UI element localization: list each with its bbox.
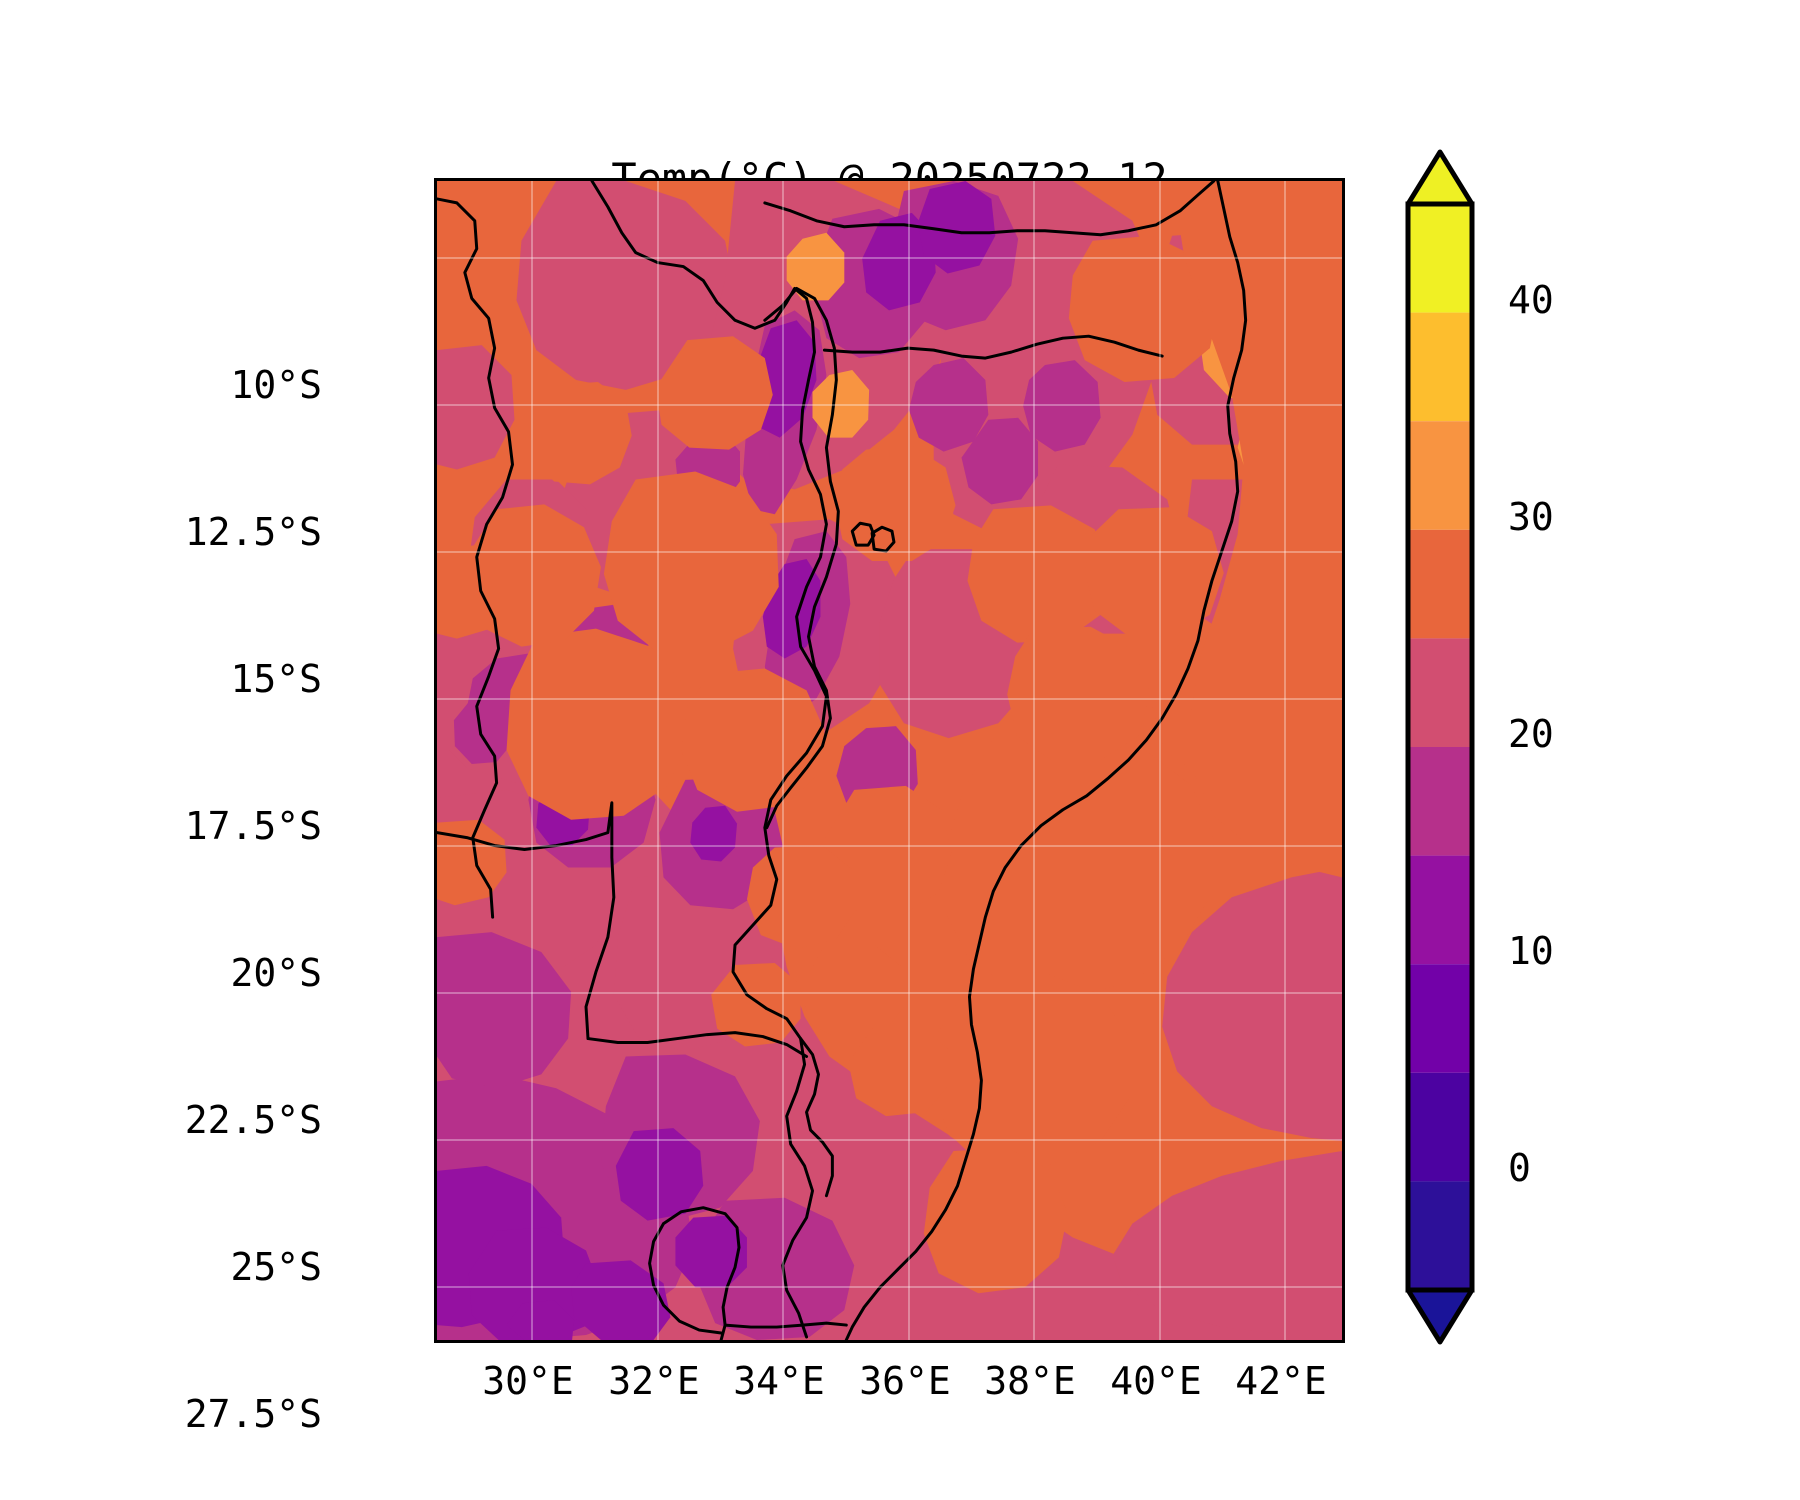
colorbar-band-20-25	[1408, 638, 1472, 747]
colorbar-band-25-30	[1408, 529, 1472, 639]
cb-tick-label-0: 0	[1508, 1146, 1531, 1190]
map-clip	[437, 181, 1342, 1340]
ytick-label-25S: 25°S	[230, 1245, 322, 1289]
colorbar-band-35-40	[1408, 312, 1472, 422]
cb-tick-label-40: 40	[1508, 278, 1554, 322]
map-plot-area[interactable]	[434, 178, 1345, 1343]
cb-tick-label-20: 20	[1508, 712, 1554, 756]
ytick-label-27.5S: 27.5°S	[184, 1392, 322, 1436]
xtick-label-30E: 30°E	[482, 1359, 574, 1403]
ytick-label-20S: 20°S	[230, 951, 322, 995]
colorbar-band-30-35	[1408, 421, 1472, 530]
colorbar-extend-min-arrow	[1405, 1287, 1475, 1345]
colorbar-band-15-20	[1408, 747, 1472, 856]
temperature-contour-map	[437, 181, 1342, 1340]
xtick-label-42E: 42°E	[1235, 1359, 1327, 1403]
xtick-label-32E: 32°E	[608, 1359, 700, 1403]
colorbar[interactable]	[1405, 149, 1475, 1345]
xtick-label-40E: 40°E	[1110, 1359, 1202, 1403]
xtick-label-36E: 36°E	[859, 1359, 951, 1403]
colorbar-band-10-15	[1408, 855, 1472, 965]
colorbar-gradient	[1405, 149, 1475, 1345]
ytick-label-12.5S: 12.5°S	[184, 510, 322, 554]
ytick-label-17.5S: 17.5°S	[184, 804, 322, 848]
colorbar-band-neg5-0	[1408, 1181, 1472, 1290]
colorbar-extend-max-arrow	[1405, 149, 1475, 207]
ytick-label-15S: 15°S	[230, 657, 322, 701]
xtick-label-38E: 38°E	[984, 1359, 1076, 1403]
colorbar-band-5-10	[1408, 964, 1472, 1073]
colorbar-band-40-45	[1408, 204, 1472, 313]
cb-tick-label-30: 30	[1508, 495, 1554, 539]
xtick-label-34E: 34°E	[733, 1359, 825, 1403]
ytick-label-10S: 10°S	[230, 363, 322, 407]
colorbar-band-0-5	[1408, 1072, 1472, 1182]
ytick-label-22.5S: 22.5°S	[184, 1098, 322, 1142]
cb-tick-label-10: 10	[1508, 929, 1554, 973]
